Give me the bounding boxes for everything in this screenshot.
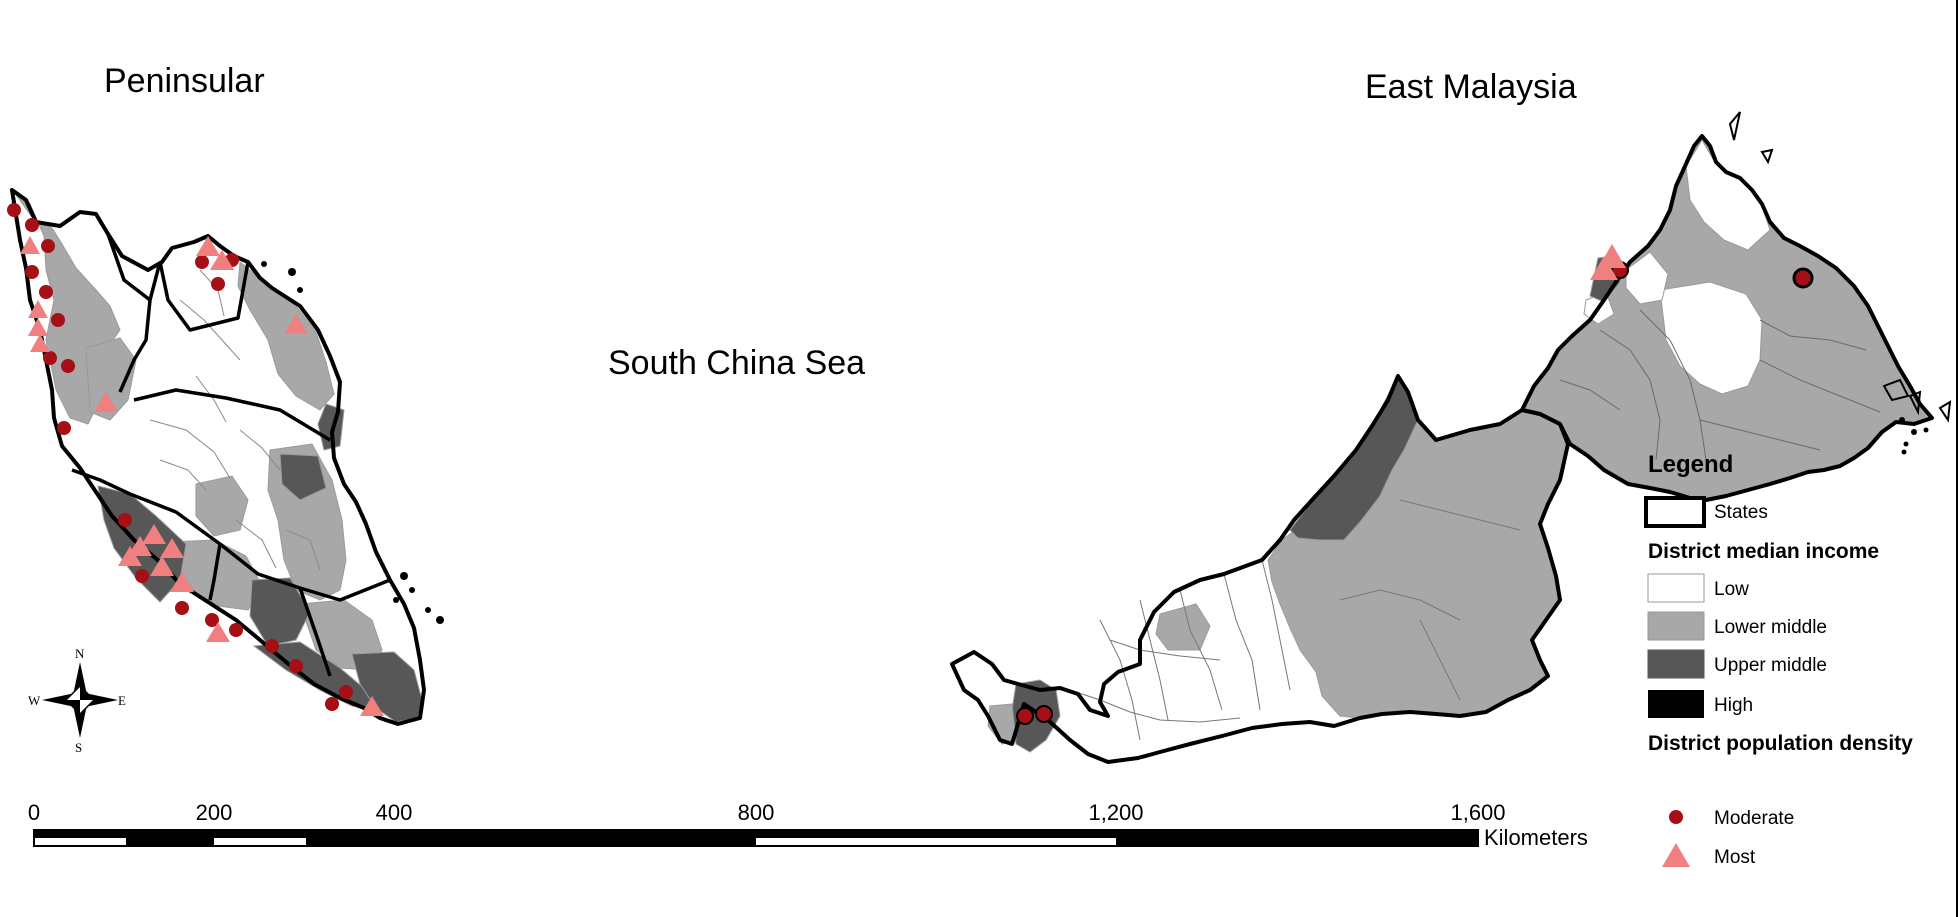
moderate-marker [41, 239, 55, 253]
most-marker [170, 572, 194, 592]
moderate-marker [289, 659, 303, 673]
moderate-marker [211, 277, 225, 291]
legend-moderate-symbol [1669, 810, 1683, 824]
peninsular-most-markers [20, 236, 384, 716]
legend-moderate-label: Moderate [1714, 808, 1794, 829]
legend-upper-middle-label: Upper middle [1714, 655, 1827, 676]
scale-tick-1200: 1,200 [1088, 800, 1143, 825]
legend-low-label: Low [1714, 579, 1749, 600]
legend-title: Legend [1648, 451, 1733, 478]
most-marker [1590, 256, 1618, 280]
scale-tick-400: 400 [376, 800, 413, 825]
peninsular-state-outline [10, 188, 426, 726]
most-marker [28, 318, 48, 336]
most-marker [118, 546, 142, 566]
moderate-marker [175, 601, 189, 615]
peninsular-islands [261, 261, 444, 624]
moderate-marker [43, 351, 57, 365]
peninsular-title: Peninsular [104, 62, 265, 100]
east-malaysia-title: East Malaysia [1365, 68, 1577, 106]
legend-high-swatch [1648, 690, 1704, 718]
most-marker [94, 392, 118, 412]
scale-bar: 0 200 400 800 1,200 1,600 Kilometers [28, 800, 1588, 850]
sabah-district-lines [1559, 309, 1881, 461]
sabah-islands [1728, 111, 1952, 423]
scale-tick-0: 0 [28, 800, 40, 825]
moderate-marker [118, 513, 132, 527]
district-lines [149, 269, 321, 571]
most-marker [284, 314, 308, 334]
moderate-marker [135, 569, 149, 583]
moderate-marker [39, 285, 53, 299]
moderate-marker [1016, 707, 1034, 725]
compass-south: S [75, 740, 82, 755]
district-lower-middle [195, 475, 249, 537]
legend-density-heading: District population density [1648, 732, 1913, 755]
sabah-island-dots [1899, 417, 1929, 455]
district-lower-middle [1267, 374, 1569, 719]
most-marker [206, 622, 230, 642]
district-upper-middle [249, 577, 311, 647]
district-low [1685, 139, 1771, 251]
legend-states-label: States [1714, 502, 1768, 523]
moderate-marker [229, 623, 243, 637]
moderate-marker [195, 255, 209, 269]
east-malaysia-map [950, 111, 1952, 764]
moderate-marker [265, 639, 279, 653]
compass-west: W [28, 693, 41, 708]
sarawak-state-outline [950, 374, 1570, 764]
moderate-marker [25, 265, 39, 279]
moderate-marker [51, 313, 65, 327]
most-marker [20, 236, 40, 254]
legend-upper-middle-swatch [1647, 649, 1705, 679]
scale-tick-1600: 1,600 [1450, 800, 1505, 825]
legend-lower-middle-label: Lower middle [1714, 617, 1827, 638]
peninsular-map [7, 188, 444, 726]
north-arrow-compass: N S E W [28, 646, 126, 755]
district-lower-middle [85, 337, 137, 421]
moderate-marker [61, 359, 75, 373]
most-marker [128, 536, 152, 556]
district-upper-middle [279, 453, 327, 501]
most-marker [210, 250, 234, 270]
legend-most-label: Most [1714, 847, 1756, 868]
most-marker [142, 524, 166, 544]
moderate-marker [7, 203, 21, 217]
sea-label: South China Sea [608, 344, 865, 382]
legend: Legend States District median income Low… [1644, 451, 1913, 868]
most-marker [28, 300, 48, 318]
legend-high-label: High [1714, 695, 1753, 716]
legend-low-swatch [1647, 573, 1705, 603]
state-boundaries [71, 233, 391, 677]
legend-lower-middle-swatch [1647, 611, 1705, 641]
most-marker [30, 334, 50, 352]
most-marker [196, 236, 220, 256]
moderate-marker [325, 697, 339, 711]
legend-most-symbol [1662, 843, 1690, 867]
moderate-marker [57, 421, 71, 435]
moderate-marker [1792, 267, 1814, 289]
compass-north: N [75, 646, 85, 661]
scale-tick-200: 200 [196, 800, 233, 825]
moderate-marker [205, 613, 219, 627]
district-lower-middle [237, 261, 335, 411]
scale-tick-800: 800 [738, 800, 775, 825]
sarawak-district-lines [1069, 499, 1521, 741]
legend-states-swatch [1644, 496, 1706, 528]
scale-unit: Kilometers [1484, 825, 1588, 850]
most-marker [150, 556, 174, 576]
legend-income-heading: District median income [1648, 540, 1879, 563]
district-low [1659, 281, 1763, 395]
most-marker [160, 538, 184, 558]
most-marker [360, 696, 384, 716]
peninsular-moderate-markers [7, 203, 353, 711]
moderate-marker [1035, 705, 1053, 723]
compass-east: E [118, 693, 126, 708]
district-low [1625, 251, 1669, 305]
moderate-marker [25, 218, 39, 232]
moderate-marker [339, 685, 353, 699]
